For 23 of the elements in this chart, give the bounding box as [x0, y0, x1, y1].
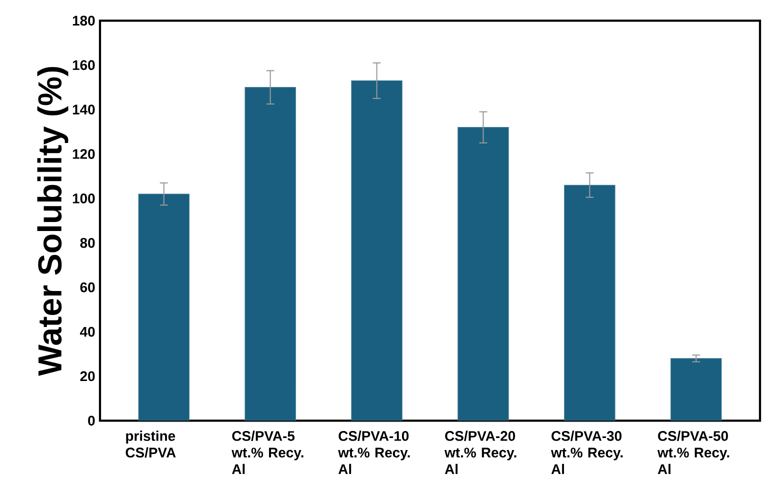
y-tick-label: 140: [72, 104, 95, 114]
y-tick-label: 80: [80, 238, 95, 248]
y-tick-label: 0: [88, 416, 95, 426]
y-tick-label: 20: [80, 371, 95, 382]
x-tick-label: CS/PVA-20 wt.% Recy. Al: [444, 430, 516, 474]
x-tick-label: CS/PVA-50 wt.% Recy. Al: [657, 430, 730, 474]
y-tick-label: 100: [72, 194, 95, 204]
bar: [458, 127, 509, 421]
bar: [564, 184, 616, 421]
y-tick-label: 180: [72, 16, 95, 26]
y-axis-title: Water Solubility (%): [37, 67, 68, 376]
y-tick-label: 60: [80, 282, 95, 292]
y-tick-label: 160: [72, 60, 95, 70]
y-tick-label: 40: [80, 326, 95, 337]
bar: [351, 80, 402, 421]
bar: [670, 358, 722, 421]
bar: [244, 87, 296, 421]
x-tick-label: CS/PVA-10 wt.% Recy. Al: [338, 430, 410, 474]
bar: [138, 194, 190, 421]
x-tick-label: CS/PVA-30 wt.% Recy. Al: [550, 430, 623, 474]
x-tick-label: pristine CS/PVA: [126, 430, 176, 458]
x-tick-label: CS/PVA-5 wt.% Recy. Al: [232, 430, 304, 474]
y-tick-label: 120: [72, 149, 95, 159]
